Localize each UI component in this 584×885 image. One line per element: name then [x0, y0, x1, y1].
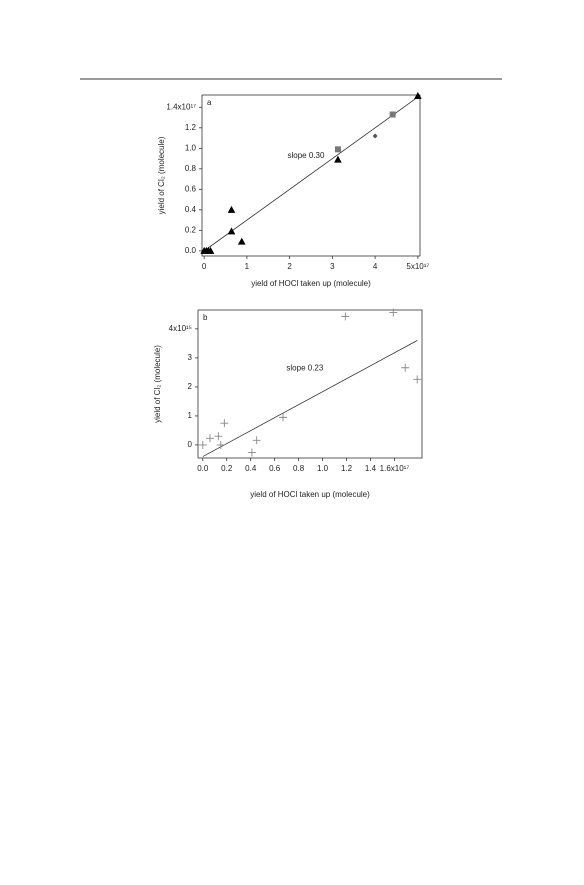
- y-tick-label: 0.4: [185, 205, 197, 214]
- fit-line: [203, 96, 419, 252]
- plus-marker: [279, 413, 288, 422]
- y-axis-label: yield of Cl₂ (molecule): [153, 345, 162, 423]
- panel-label: a: [207, 98, 212, 107]
- triangle-marker: [334, 155, 342, 163]
- triangle-marker: [227, 227, 236, 235]
- x-tick-label: 0.8: [293, 464, 305, 473]
- y-tick-label: 0.2: [185, 225, 197, 234]
- x-tick-label: 4: [373, 262, 378, 271]
- y-tick-label: 0: [188, 440, 193, 449]
- x-tick-label: 1: [245, 262, 250, 271]
- x-tick-label: 0.0: [197, 464, 209, 473]
- slope-annotation: slope 0.30: [287, 151, 324, 160]
- x-tick-label: 3: [330, 262, 335, 271]
- plus-marker: [214, 432, 223, 441]
- x-tick-label: 1.6x10¹⁷: [380, 464, 410, 473]
- panel-label: b: [203, 313, 208, 322]
- y-tick-label: 2: [188, 382, 193, 391]
- x-tick-label: 5x10¹⁷: [406, 262, 429, 271]
- plot-frame: [197, 309, 423, 459]
- plus-marker: [247, 448, 256, 457]
- y-axis-label: yield of Cl₂ (molecule): [157, 136, 166, 214]
- slope-annotation: slope 0.23: [286, 363, 323, 372]
- x-tick-label: 0.6: [269, 464, 281, 473]
- plus-marker: [413, 375, 422, 384]
- triangle-marker: [414, 92, 422, 100]
- plus-marker: [220, 419, 229, 428]
- diamond-marker: [372, 133, 378, 139]
- x-tick-label: 2: [287, 262, 292, 271]
- y-tick-label: 0.8: [185, 164, 197, 173]
- triangle-marker: [237, 237, 246, 245]
- plus-marker: [252, 436, 261, 445]
- y-tick-label: 4x10¹⁵: [169, 324, 192, 333]
- y-tick-label: 3: [188, 353, 193, 362]
- y-tick-label: 1.2: [185, 123, 197, 132]
- square-marker: [389, 111, 396, 118]
- y-tick-label: 0.6: [185, 184, 197, 193]
- y-tick-label: 1: [188, 411, 193, 420]
- plus-marker: [216, 440, 225, 449]
- x-axis-label: yield of HOCl taken up (molecule): [251, 279, 371, 288]
- square-marker: [334, 146, 341, 153]
- plot-frame: [201, 94, 421, 257]
- y-tick-label: 1.0: [185, 143, 197, 152]
- x-tick-label: 1.4: [365, 464, 377, 473]
- fit-line: [202, 340, 418, 457]
- x-tick-label: 0.2: [221, 464, 233, 473]
- plus-marker: [389, 308, 398, 317]
- triangle-marker: [227, 205, 236, 213]
- plus-marker: [205, 434, 214, 443]
- x-tick-label: 1.0: [317, 464, 329, 473]
- x-tick-label: 1.2: [341, 464, 353, 473]
- x-tick-label: 0: [202, 262, 207, 271]
- plus-marker: [198, 440, 207, 449]
- x-axis-label: yield of HOCl taken up (molecule): [250, 490, 370, 499]
- plus-marker: [341, 312, 350, 321]
- plus-marker: [401, 363, 410, 372]
- y-tick-label: 1.4x10¹⁷: [166, 102, 196, 111]
- x-tick-label: 0.4: [245, 464, 257, 473]
- triangle-marker: [206, 246, 215, 254]
- y-tick-label: 0.0: [185, 246, 197, 255]
